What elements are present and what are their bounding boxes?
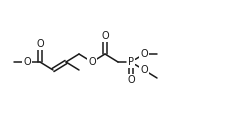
Text: O: O [101, 31, 109, 41]
Text: O: O [127, 75, 135, 85]
Text: O: O [23, 57, 31, 67]
Text: O: O [36, 39, 44, 49]
Text: O: O [140, 49, 148, 59]
Text: O: O [140, 65, 148, 75]
Text: P: P [128, 57, 134, 67]
Text: O: O [88, 57, 96, 67]
